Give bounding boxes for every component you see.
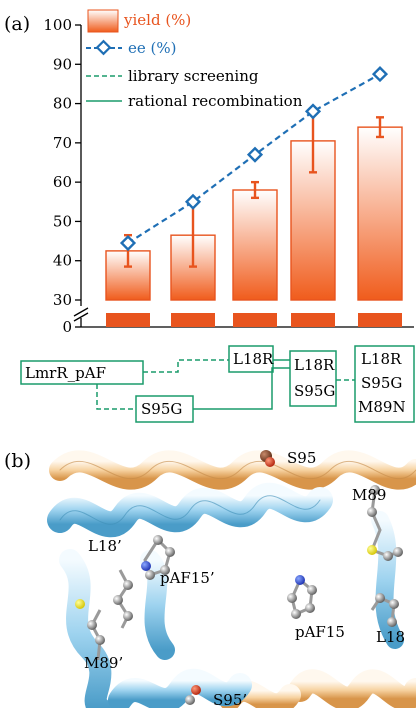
y-tick-label-60: 60 — [53, 173, 72, 191]
yield-bar-4 — [357, 126, 403, 301]
ee-point-1 — [184, 193, 202, 210]
yield-bar-2 — [232, 189, 278, 301]
y-tick-label-70: 70 — [53, 134, 72, 152]
yield-bar-base-2 — [233, 313, 277, 327]
lineage-label-triple-l2: S95G — [361, 374, 402, 392]
atoms — [75, 450, 403, 705]
ee-point-4 — [371, 66, 389, 83]
protein-structure: S95 M89 L18’ pAF15’ pAF15 L18 M89’ S95’ — [47, 433, 416, 708]
y-tick-label-40: 40 — [53, 252, 72, 270]
yield-bar-base-1 — [171, 313, 215, 327]
lineage-label-L18R: L18R — [233, 350, 274, 368]
panel-b-label: (b) — [4, 450, 31, 472]
label-pAF15: pAF15 — [295, 623, 345, 641]
y-tick-label-30: 30 — [53, 291, 72, 309]
legend-ee-label: ee (%) — [128, 39, 176, 57]
ee-series — [119, 66, 389, 252]
legend-rational-label: rational recombination — [128, 92, 303, 110]
label-S95p: S95’ — [213, 691, 247, 708]
y-tick-label-80: 80 — [53, 95, 72, 113]
legend-yield-swatch — [87, 9, 119, 33]
lineage-label-double-l2: S95G — [294, 382, 335, 400]
lineage-label-triple-l3: M89N — [358, 398, 406, 416]
ee-point-3 — [304, 103, 322, 120]
ee-point-0 — [119, 234, 137, 252]
axis-break-marks — [73, 307, 89, 322]
legend-ee-marker — [95, 39, 112, 56]
label-pAF15p: pAF15’ — [160, 569, 215, 587]
y-tick-label-0: 0 — [62, 318, 72, 336]
label-L18: L18 — [376, 628, 405, 646]
lineage-box-triple — [354, 345, 415, 423]
label-L18p: L18’ — [88, 537, 122, 555]
y-tick-label-50: 50 — [53, 212, 72, 230]
label-S95: S95 — [287, 449, 316, 467]
yield-bar-base-3 — [291, 313, 335, 327]
ee-point-2 — [246, 146, 264, 163]
chart-legend: yield (%) ee (%) library screening ratio… — [86, 9, 303, 110]
legend-yield-label: yield (%) — [123, 11, 191, 29]
yield-bar-base-0 — [106, 313, 150, 327]
legend-library-label: library screening — [128, 67, 259, 85]
label-M89: M89 — [352, 486, 386, 504]
helices-blue — [47, 482, 404, 708]
tree-link-pAF-S95G — [96, 384, 136, 410]
bar-series — [105, 108, 403, 327]
lineage-box-L18R — [228, 345, 274, 373]
lineage-box-pAF — [20, 360, 144, 385]
y-tick-label-90: 90 — [53, 55, 72, 73]
lineage-box-S95G — [135, 395, 194, 423]
tree-link-pAF-L18R — [143, 359, 229, 373]
lineage-label-triple-l1: L18R — [361, 350, 402, 368]
lineage-tree: LmrR_pAF L18R S95G L18R S95G L18R S95G M… — [20, 345, 415, 423]
panel-a-label: (a) — [4, 13, 30, 35]
lineage-box-double — [289, 350, 337, 407]
label-M89p: M89’ — [84, 654, 123, 672]
y-tick-label-100: 100 — [43, 16, 72, 34]
lineage-label-pAF: LmrR_pAF — [25, 364, 106, 382]
lineage-label-S95G: S95G — [141, 400, 182, 418]
structure-labels: S95 M89 L18’ pAF15’ pAF15 L18 M89’ S95’ — [84, 449, 405, 708]
yield-bar-base-4 — [358, 313, 402, 327]
lineage-label-double-l1: L18R — [294, 356, 335, 374]
tree-link-S95G-double — [193, 367, 290, 410]
